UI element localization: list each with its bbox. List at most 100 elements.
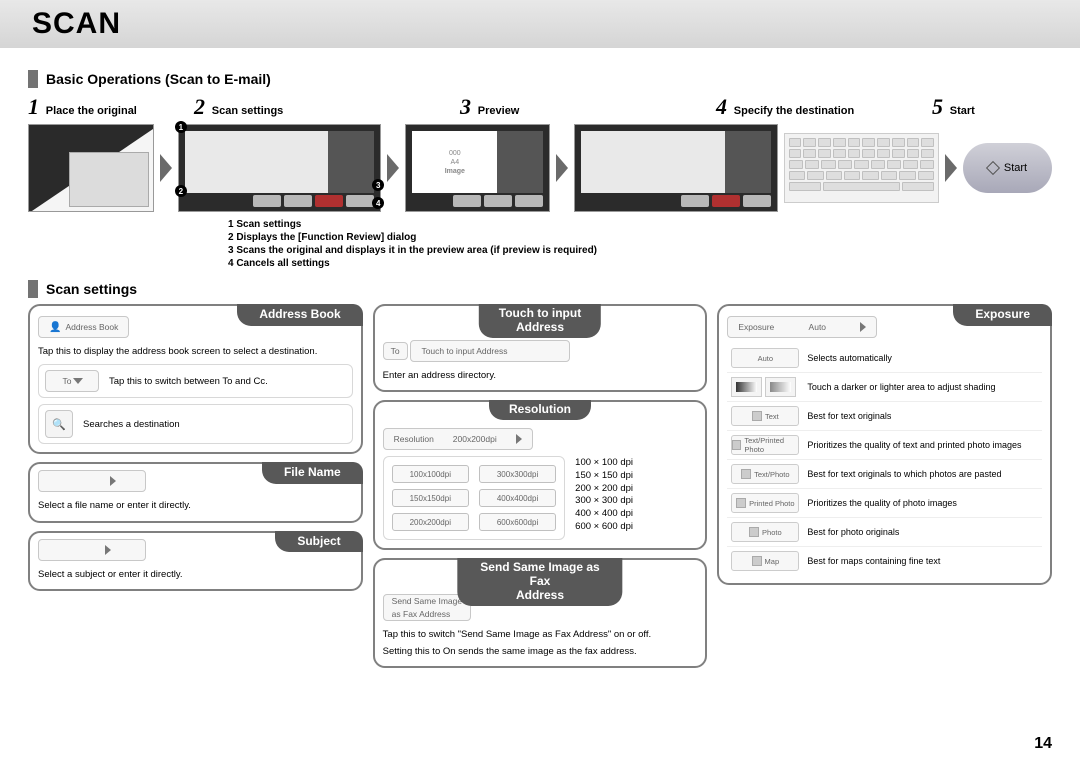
- chip-label: Auto: [758, 354, 773, 363]
- res-line: 300 × 300 dpi: [575, 495, 633, 508]
- exposure-row: Touch a darker or lighter area to adjust…: [727, 372, 1042, 401]
- title-l1: Touch to input: [499, 307, 581, 321]
- note-line: 4 Cancels all settings: [228, 257, 1052, 270]
- chip-label: To: [391, 346, 400, 356]
- exposure-option[interactable]: Printed Photo: [731, 493, 799, 513]
- step-3: 3 Preview: [460, 94, 710, 120]
- card-text: Tap this to switch "Send Same Image as F…: [383, 629, 698, 641]
- photo-icon: [749, 527, 759, 537]
- card-text: Setting this to On sends the same image …: [383, 646, 698, 658]
- exposure-row: Text/Photo Best for text originals to wh…: [727, 459, 1042, 488]
- res-option[interactable]: 300x300dpi: [479, 465, 556, 483]
- res-line: 200 × 200 dpi: [575, 483, 633, 496]
- send-fax-chip[interactable]: Send Same Image as Fax Address: [383, 594, 471, 621]
- text-icon: [752, 411, 762, 421]
- chevron-right-icon: [110, 476, 116, 486]
- row-text: Tap this to switch between To and Cc.: [109, 376, 346, 387]
- settings-col-1: Address Book 👤 Address Book Tap this to …: [28, 304, 363, 668]
- card-resolution: Resolution Resolution 200x200dpi 100x100…: [373, 400, 708, 550]
- heading-bar: [28, 70, 38, 88]
- res-option[interactable]: 400x400dpi: [479, 489, 556, 507]
- card-exposure: Exposure Exposure Auto Auto Selects auto…: [717, 304, 1052, 585]
- exposure-option[interactable]: Photo: [731, 522, 799, 542]
- card-send-fax: Send Same Image as Fax Address Send Same…: [373, 558, 708, 668]
- card-title: Resolution: [489, 400, 591, 420]
- chip-label: Resolution: [394, 434, 434, 444]
- flow-row: 1 2 3 4 000 A4 Image: [28, 124, 1052, 212]
- chevron-right-icon: [860, 322, 866, 332]
- row-text: Best for maps containing fine text: [807, 556, 1038, 566]
- exposure-option[interactable]: Text/Printed Photo: [731, 435, 799, 455]
- thumb-light[interactable]: [765, 377, 796, 397]
- res-option[interactable]: 150x150dpi: [392, 489, 469, 507]
- step-num: 4: [716, 94, 727, 119]
- resolution-chip[interactable]: Resolution 200x200dpi: [383, 428, 533, 450]
- row-text: Touch a darker or lighter area to adjust…: [807, 382, 1038, 392]
- preview-pane: 000 A4 Image: [412, 131, 497, 193]
- card-title: Send Same Image as Fax Address: [457, 558, 622, 605]
- callout-3: 3: [372, 179, 384, 191]
- step-5: 5 Start: [932, 94, 1032, 120]
- exposure-chip[interactable]: Exposure Auto: [727, 316, 877, 338]
- chip-label: Address Book: [65, 322, 118, 332]
- touch-input-field[interactable]: Touch to input Address: [410, 340, 570, 362]
- step1-scanner-image: [28, 124, 154, 212]
- chip-value: 200x200dpi: [453, 434, 497, 444]
- arrow-icon: [945, 154, 957, 182]
- row-text: Best for photo originals: [807, 527, 1038, 537]
- step2-screenshot: 1 2 3 4: [178, 124, 381, 212]
- step-1: 1 Place the original: [28, 94, 188, 120]
- subject-chip[interactable]: Subject: [38, 539, 146, 561]
- res-option[interactable]: 200x200dpi: [392, 513, 469, 531]
- file-name-chip[interactable]: File Name: [38, 470, 146, 492]
- card-text: Enter an address directory.: [383, 370, 698, 382]
- scanner-bed-graphic: [69, 152, 149, 207]
- arrow-icon: [160, 154, 172, 182]
- thumb-dark[interactable]: [731, 377, 762, 397]
- to-chip[interactable]: To: [45, 370, 99, 392]
- card-title: Exposure: [953, 304, 1052, 326]
- mini-button: [681, 195, 709, 207]
- chip-label: Touch to input Address: [421, 346, 507, 356]
- page-number: 14: [1034, 735, 1052, 753]
- res-option[interactable]: 100x100dpi: [392, 465, 469, 483]
- chevron-right-icon: [516, 434, 522, 444]
- resolution-list: 100 × 100 dpi 150 × 150 dpi 200 × 200 dp…: [575, 457, 633, 534]
- start-button-label: Start: [1004, 162, 1027, 174]
- text-printed-photo-icon: [732, 440, 741, 450]
- mini-button: [743, 195, 771, 207]
- card-text: Select a subject or enter it directly.: [38, 569, 353, 581]
- printed-photo-icon: [736, 498, 746, 508]
- mini-button: [453, 195, 481, 207]
- screenshot-sidepanel: [725, 131, 771, 193]
- mini-button: [315, 195, 343, 207]
- exposure-option[interactable]: Text/Photo: [731, 464, 799, 484]
- screenshot-sidepanel: [328, 131, 374, 193]
- exposure-option[interactable]: Map: [731, 551, 799, 571]
- mini-button: [346, 195, 374, 207]
- start-button[interactable]: Start: [963, 143, 1052, 193]
- card-text: Tap this to display the address book scr…: [38, 346, 353, 358]
- res-option[interactable]: 600x600dpi: [479, 513, 556, 531]
- mini-button: [284, 195, 312, 207]
- step-num: 2: [194, 94, 205, 119]
- note-line: 1 Scan settings: [228, 218, 1052, 231]
- step3-screenshot: 000 A4 Image: [405, 124, 550, 212]
- exposure-option[interactable]: Auto: [731, 348, 799, 368]
- card-title: Address Book: [237, 304, 362, 326]
- onscreen-keyboard: [784, 133, 939, 203]
- exposure-option[interactable]: Text: [731, 406, 799, 426]
- search-icon[interactable]: 🔍: [45, 410, 73, 438]
- address-book-chip[interactable]: 👤 Address Book: [38, 316, 129, 338]
- step-label: Scan settings: [212, 105, 284, 117]
- chip-label: Map: [765, 557, 780, 566]
- chip-label: Exposure: [738, 322, 774, 332]
- heading-label: Scan settings: [46, 281, 137, 297]
- step-label: Place the original: [46, 105, 137, 117]
- callout-1: 1: [175, 121, 187, 133]
- row-text: Searches a destination: [83, 419, 346, 430]
- step4-screenshot: [574, 124, 777, 212]
- title-l2: Address: [499, 321, 581, 335]
- arrow-icon: [387, 154, 399, 182]
- to-chip[interactable]: To: [383, 342, 408, 360]
